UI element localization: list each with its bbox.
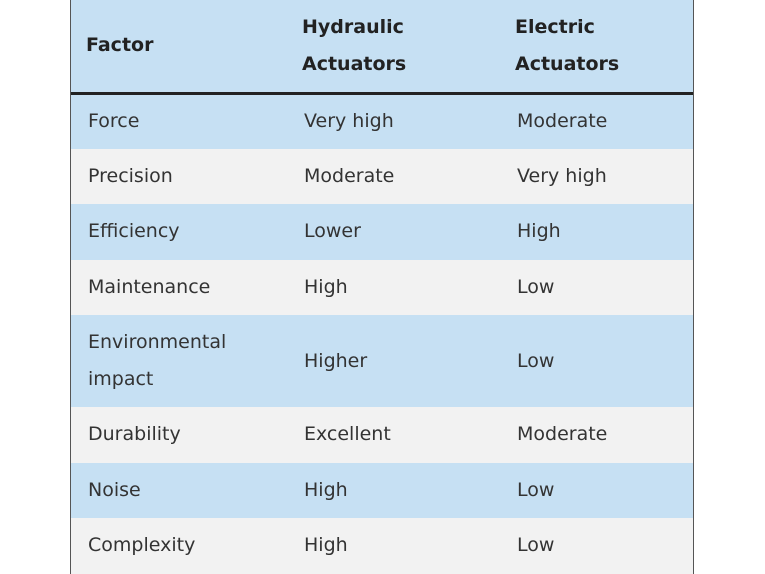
comparison-table-container: Factor Hydraulic Actuators Electric Actu…	[70, 0, 694, 574]
cell-hydraulic: Very high	[304, 110, 394, 132]
table-row: Precision Moderate Very high	[71, 148, 693, 204]
cell-factor: Force	[88, 110, 140, 132]
cell-electric: High	[517, 220, 561, 243]
cell-hydraulic: High	[304, 478, 348, 501]
cell-electric: Low	[517, 534, 555, 557]
table-row: Force Very high Moderate	[71, 93, 693, 149]
cell-factor: Precision	[88, 164, 173, 187]
header-factor: Factor	[71, 0, 287, 95]
table-row: Maintenance High Low	[71, 259, 693, 315]
header-hydraulic-actuators: Hydraulic Actuators	[287, 0, 500, 95]
comparison-table: Factor Hydraulic Actuators Electric Actu…	[71, 0, 693, 574]
table-header-row: Factor Hydraulic Actuators Electric Actu…	[71, 0, 693, 95]
cell-electric: Low	[517, 349, 555, 372]
cell-factor: Noise	[88, 478, 141, 501]
cell-hydraulic: High	[304, 534, 348, 557]
cell-hydraulic: Higher	[304, 349, 368, 372]
table-row: Durability Excellent Moderate	[71, 407, 693, 463]
cell-hydraulic: Moderate	[304, 164, 395, 187]
cell-factor: Complexity	[88, 534, 196, 557]
cell-electric: Moderate	[517, 110, 608, 132]
cell-electric: Moderate	[517, 423, 608, 446]
table-row: Environmental impact Higher Low	[71, 315, 693, 407]
cell-factor: Maintenance	[88, 275, 211, 298]
cell-hydraulic: High	[304, 275, 348, 298]
table-row: Noise High Low	[71, 462, 693, 518]
header-electric-actuators: Electric Actuators	[500, 0, 693, 95]
cell-factor: Efficiency	[88, 220, 180, 243]
cell-hydraulic: Lower	[304, 220, 361, 243]
cell-factor: Durability	[88, 423, 181, 446]
cell-electric: Low	[517, 275, 555, 298]
cell-hydraulic: Excellent	[304, 423, 391, 446]
cell-factor: Environmental impact	[88, 331, 227, 390]
table-row: Efficiency Lower High	[71, 204, 693, 260]
table-row: Complexity High Low	[71, 518, 693, 574]
cell-electric: Very high	[517, 164, 607, 187]
cell-electric: Low	[517, 478, 555, 501]
